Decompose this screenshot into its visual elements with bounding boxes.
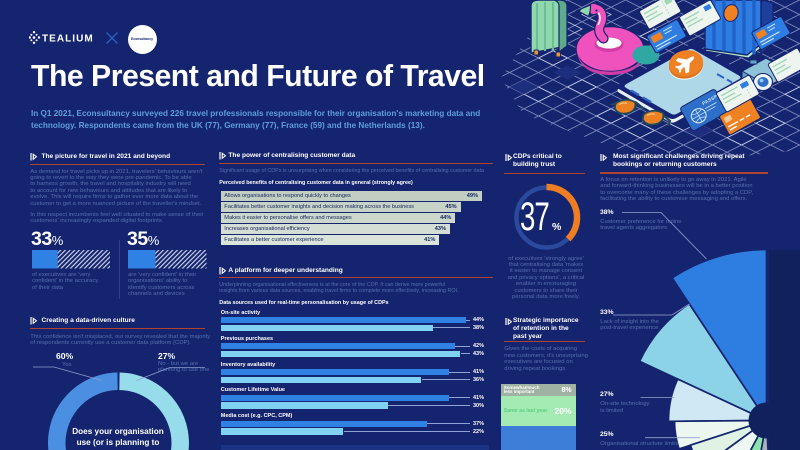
svg-text:TEALIUM: TEALIUM — [42, 34, 94, 45]
